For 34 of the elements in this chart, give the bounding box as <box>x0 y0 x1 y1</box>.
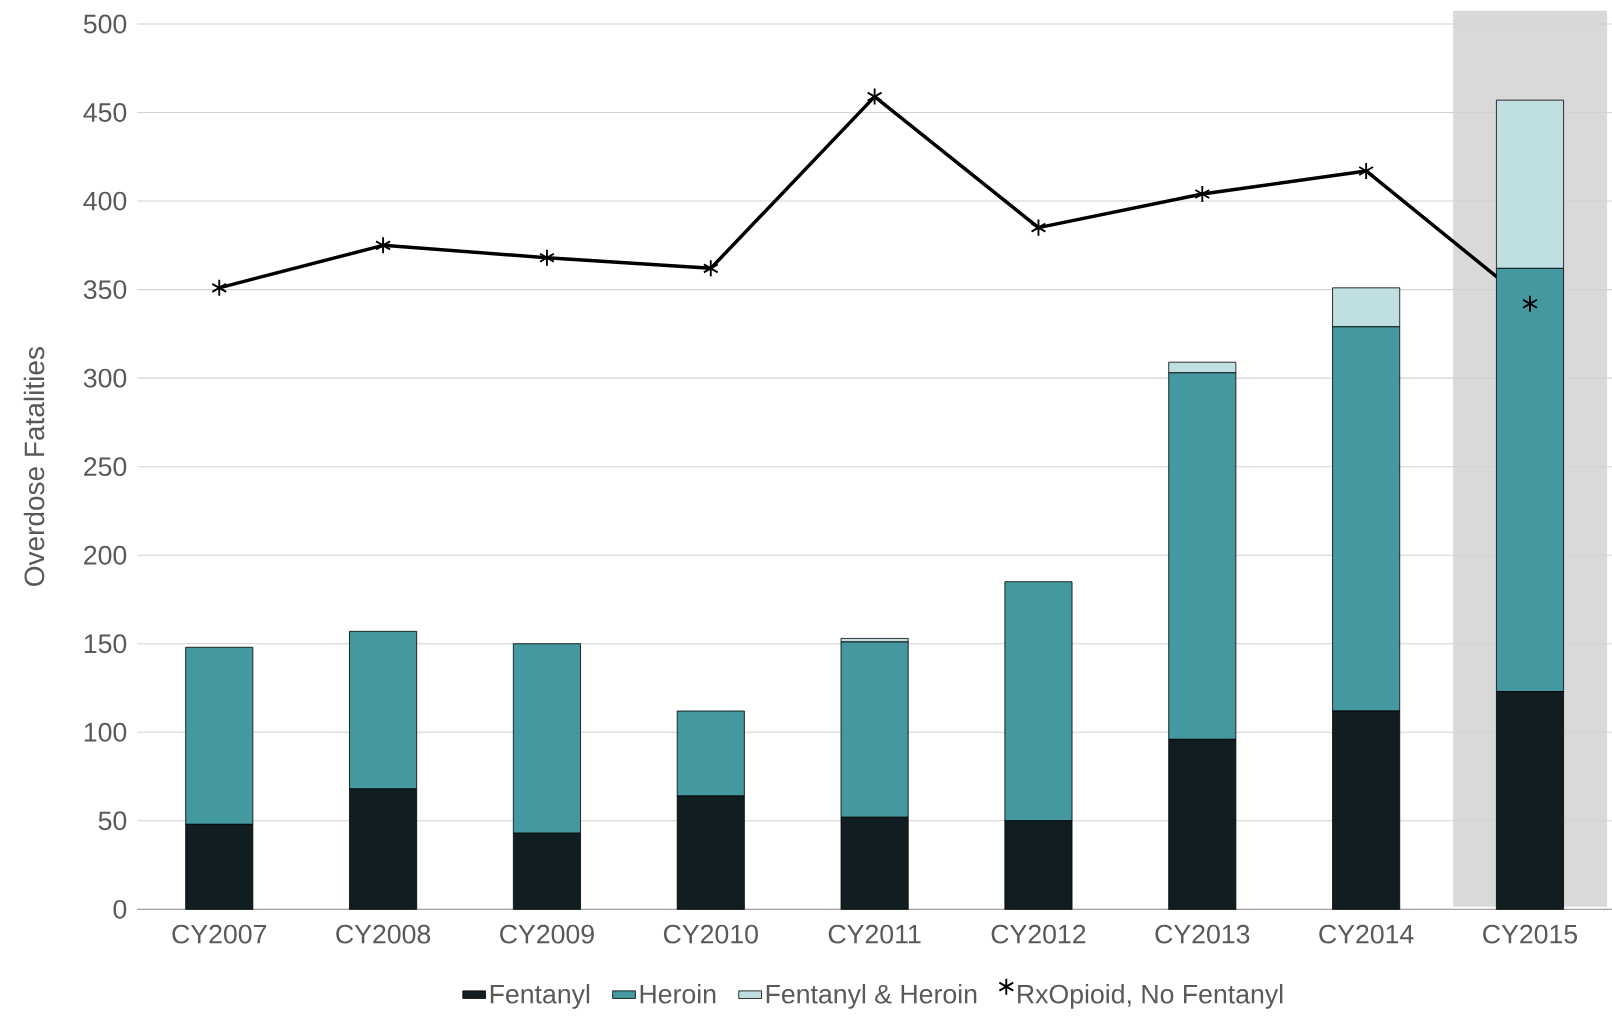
y-tick-label: 350 <box>83 280 127 300</box>
y-axis-title: Overdose Fatalities <box>23 347 45 586</box>
legend-label: Heroin <box>640 984 716 1004</box>
legend-label: Fentanyl & Heroin <box>766 984 977 1009</box>
y-tick-label: 150 <box>84 634 127 654</box>
y-tick-label: 200 <box>84 545 127 565</box>
point <box>1358 162 1375 180</box>
x-tick-label: CY2012 <box>991 924 1086 944</box>
point <box>211 278 228 297</box>
x-tick-label: CY2015 <box>1483 924 1578 944</box>
y-tick-label: 450 <box>83 103 127 122</box>
x-tick-label: CY2008 <box>336 924 431 944</box>
x-tick-label: CY2011 <box>828 924 921 944</box>
point <box>702 259 719 278</box>
y-tick-label: 50 <box>98 811 127 831</box>
y-tick-label: 400 <box>83 191 127 211</box>
point <box>1030 218 1047 237</box>
x-tick-label: CY2013 <box>1155 924 1250 944</box>
y-tick-label: 0 <box>113 899 127 919</box>
y-tick-label: 300 <box>83 368 127 388</box>
y-tick-label: 500 <box>83 14 127 34</box>
x-tick-label: CY2014 <box>1319 924 1414 944</box>
x-tick-label: CY2010 <box>663 924 758 944</box>
point <box>1194 185 1211 203</box>
y-tick-label: 250 <box>84 457 127 477</box>
point <box>375 236 391 255</box>
point <box>1522 294 1538 313</box>
legend-label: Fentanyl <box>490 984 590 1009</box>
legend-label: RxOpioid, No Fentanyl <box>1018 984 1283 1009</box>
point <box>866 87 883 106</box>
x-tick-label: CY2007 <box>172 924 267 944</box>
y-tick-label: 100 <box>84 722 127 742</box>
x-tick-label: CY2009 <box>500 924 594 944</box>
point <box>539 248 555 267</box>
